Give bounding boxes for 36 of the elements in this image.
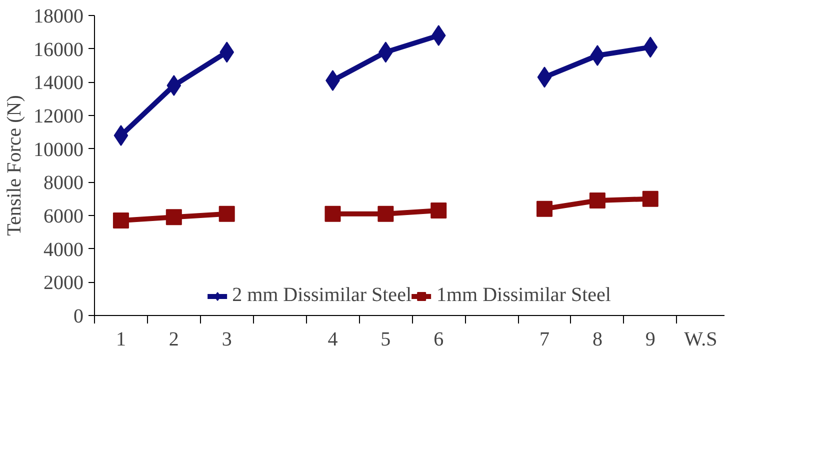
- x-tick-label: 2: [168, 328, 179, 350]
- y-tick-label: 12000: [34, 106, 84, 128]
- y-tick-label: 6000: [44, 206, 84, 228]
- x-tick-label: 7: [540, 328, 550, 350]
- y-tick-label: 10000: [34, 138, 84, 161]
- y-tick-label: 8000: [44, 172, 84, 194]
- y-tick-label: 4000: [44, 238, 84, 261]
- x-tick-label: 9: [645, 328, 656, 350]
- legend-label: 2 mm Dissimilar Steel: [232, 284, 412, 307]
- x-tick-label: 3: [222, 328, 232, 350]
- point: [112, 212, 129, 228]
- point: [590, 45, 605, 66]
- y-tick-label: 14000: [34, 72, 84, 94]
- point: [324, 206, 341, 222]
- x-tick-label: 1: [116, 328, 126, 350]
- x-tick-label: 6: [434, 328, 444, 350]
- point: [642, 190, 658, 207]
- y-tick-label: 16000: [34, 38, 84, 61]
- point: [378, 206, 394, 222]
- point: [536, 200, 552, 217]
- y-axis-title: Tensile Force (N): [4, 95, 26, 236]
- point: [166, 75, 182, 96]
- point: [114, 125, 128, 146]
- y-tick-label: 0: [74, 306, 84, 328]
- point: [166, 209, 182, 226]
- point: [589, 192, 606, 208]
- point: [430, 202, 447, 218]
- point: [218, 206, 235, 222]
- x-tick-label: 5: [380, 328, 391, 350]
- y-tick-label: 2000: [44, 272, 84, 294]
- x-tick-label: 4: [328, 328, 338, 350]
- y-tick-label: 18000: [34, 6, 84, 28]
- point: [431, 25, 446, 46]
- x-axis-title: W.S: [684, 328, 718, 350]
- legend-label: 1mm Dissimilar Steel: [436, 284, 611, 307]
- x-tick-label: 8: [592, 328, 602, 350]
